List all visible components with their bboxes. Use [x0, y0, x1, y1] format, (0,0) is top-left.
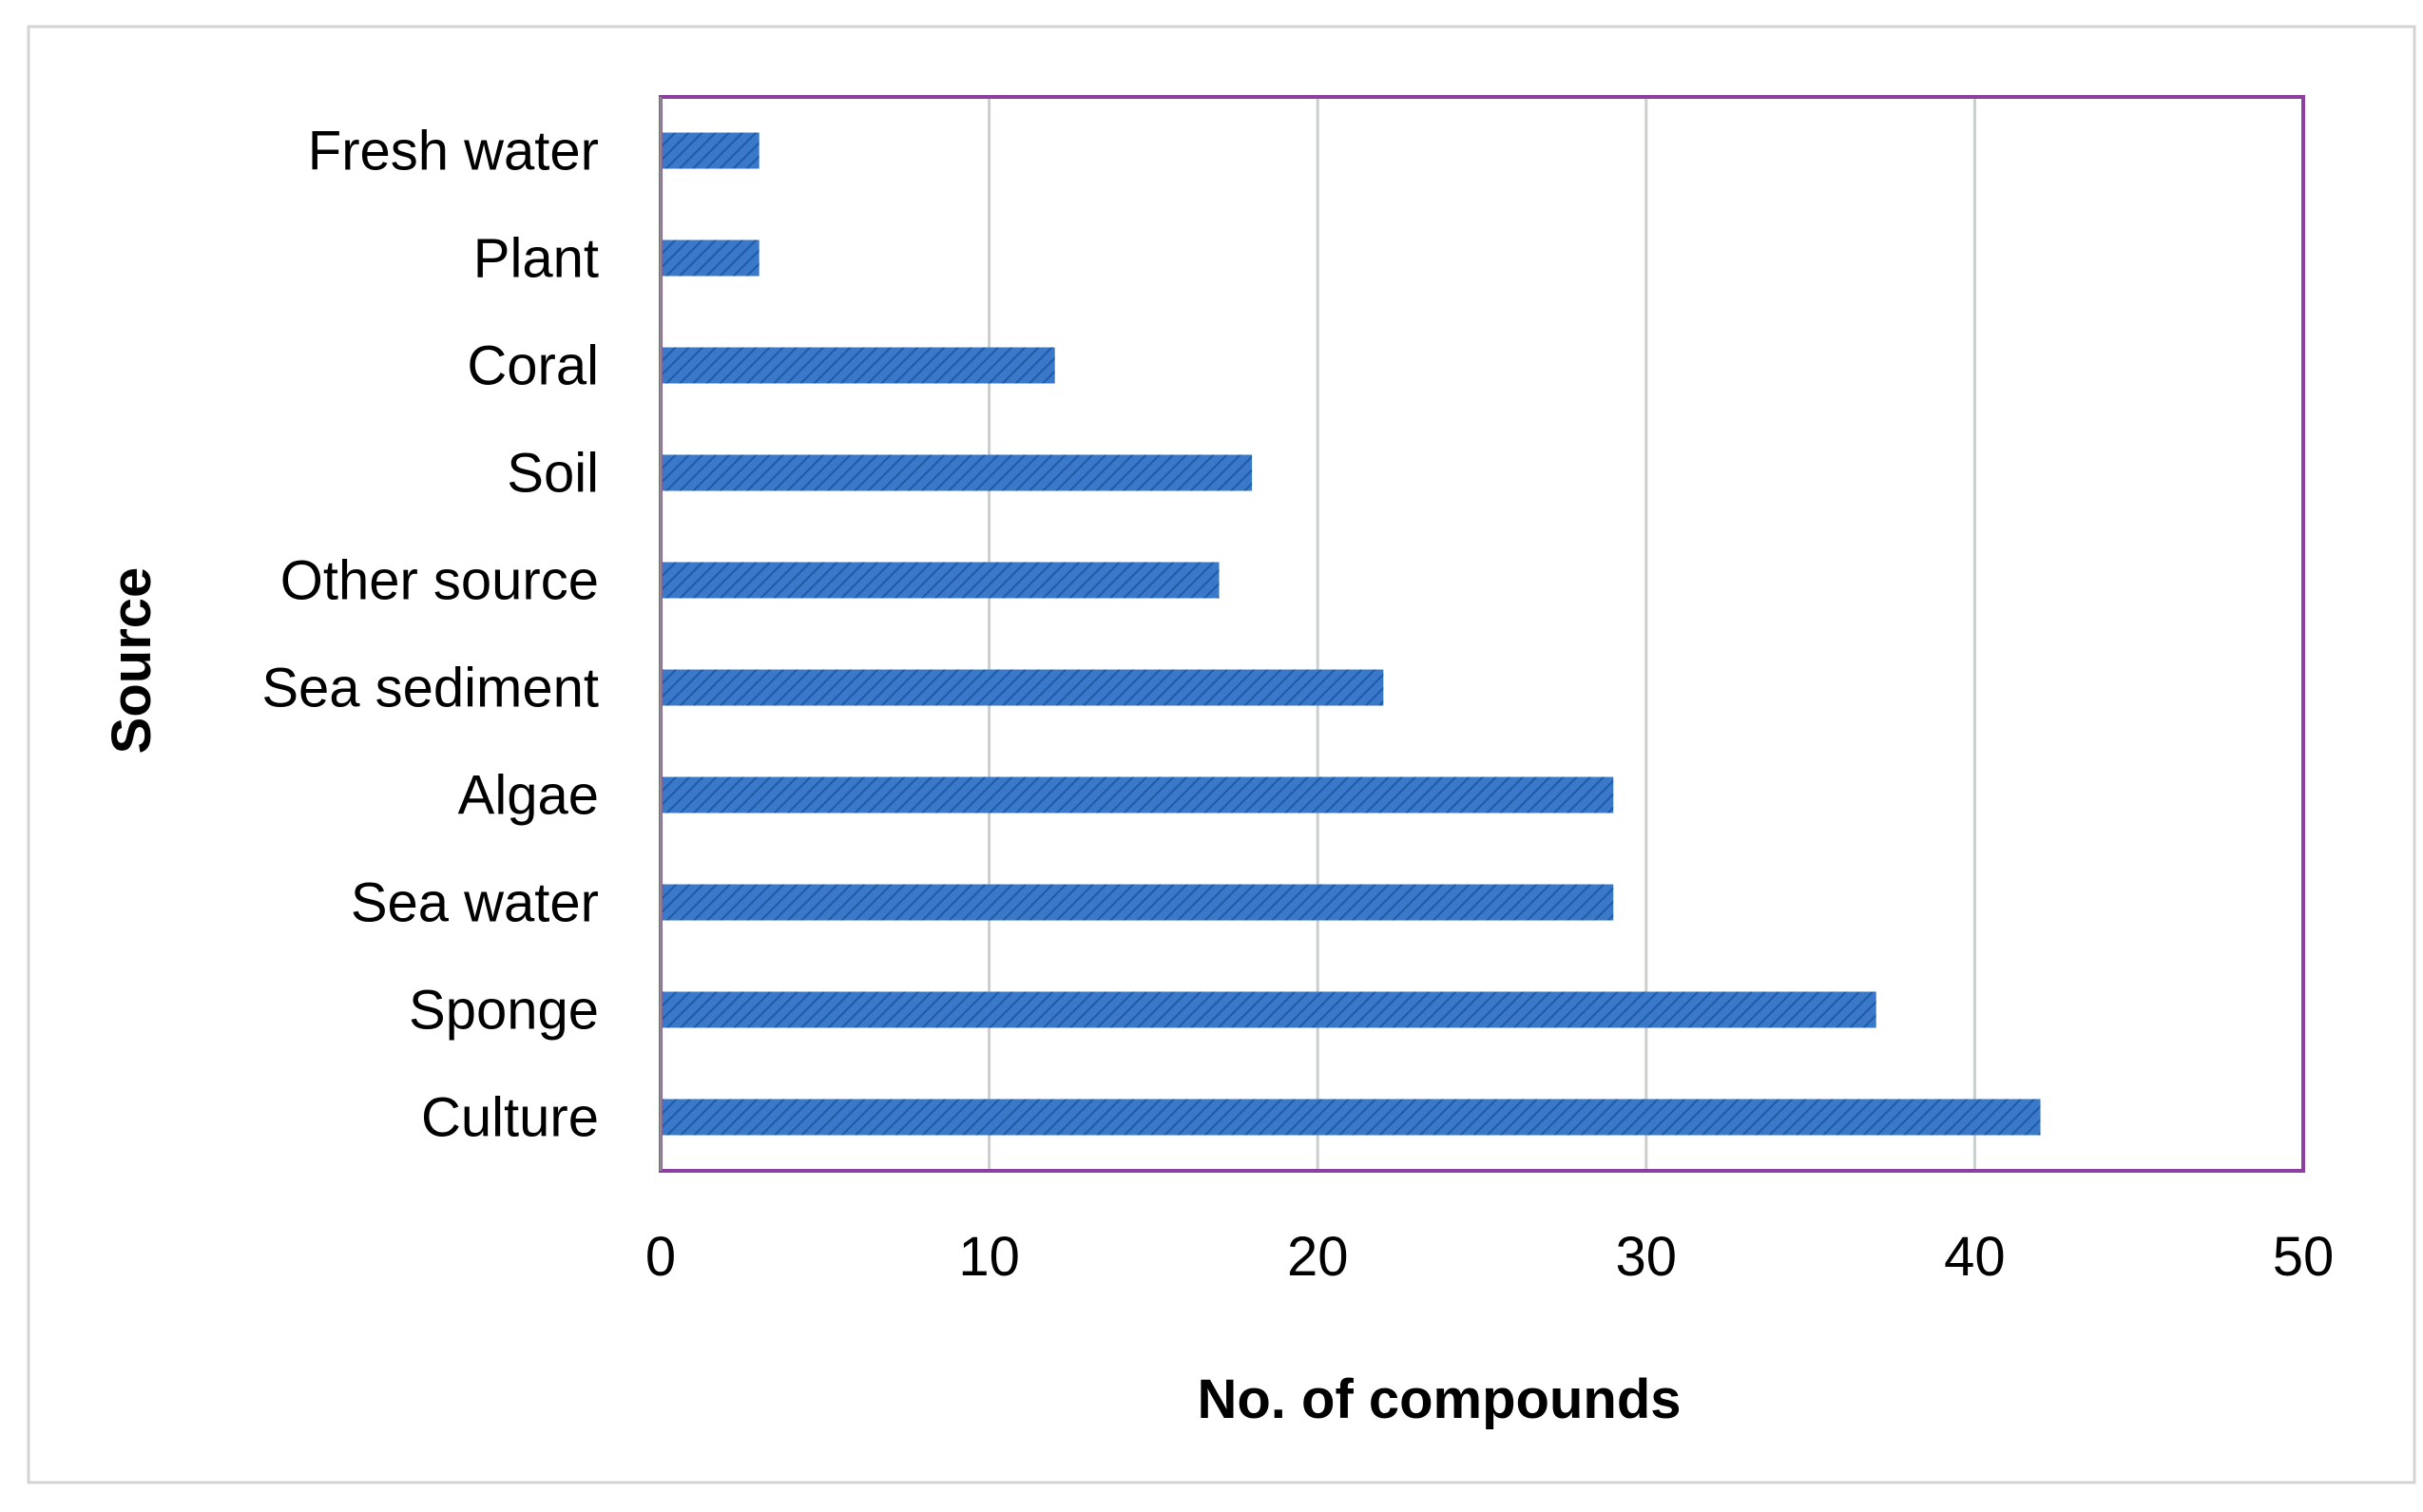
bar-fresh-water[interactable] — [662, 132, 760, 169]
bar-plant[interactable] — [662, 239, 760, 277]
x-tick-label-20: 20 — [1287, 1226, 1349, 1288]
bar-sea-sediment[interactable] — [662, 669, 1384, 706]
y-tick-label-soil: Soil — [507, 443, 599, 505]
x-tick-label-10: 10 — [958, 1226, 1020, 1288]
y-tick-label-other-source: Other source — [280, 550, 599, 612]
chart-outer-frame — [27, 25, 2416, 1484]
y-tick-label-plant: Plant — [473, 228, 599, 290]
x-tick-label-50: 50 — [2273, 1226, 2335, 1288]
x-tick-label-0: 0 — [645, 1226, 676, 1288]
bar-other-source[interactable] — [662, 562, 1220, 599]
bar-algae[interactable] — [662, 776, 1614, 813]
y-tick-label-algae: Algae — [458, 765, 599, 827]
y-tick-label-sea-water: Sea water — [351, 872, 599, 934]
x-tick-label-30: 30 — [1616, 1226, 1678, 1288]
y-tick-label-sea-sediment: Sea sediment — [261, 658, 599, 719]
y-axis-label: Source — [101, 567, 163, 755]
x-axis-label: No. of compounds — [1197, 1368, 1681, 1430]
bar-culture[interactable] — [662, 1099, 2041, 1136]
y-tick-label-coral: Coral — [467, 335, 599, 397]
bar-sponge[interactable] — [662, 991, 1876, 1028]
bar-sea-water[interactable] — [662, 884, 1614, 921]
y-tick-label-culture: Culture — [421, 1087, 599, 1149]
x-tick-label-40: 40 — [1944, 1226, 2006, 1288]
bar-coral[interactable] — [662, 347, 1055, 384]
y-tick-label-sponge: Sponge — [409, 980, 599, 1042]
bar-soil[interactable] — [662, 454, 1253, 491]
y-tick-label-fresh-water: Fresh water — [308, 121, 599, 182]
